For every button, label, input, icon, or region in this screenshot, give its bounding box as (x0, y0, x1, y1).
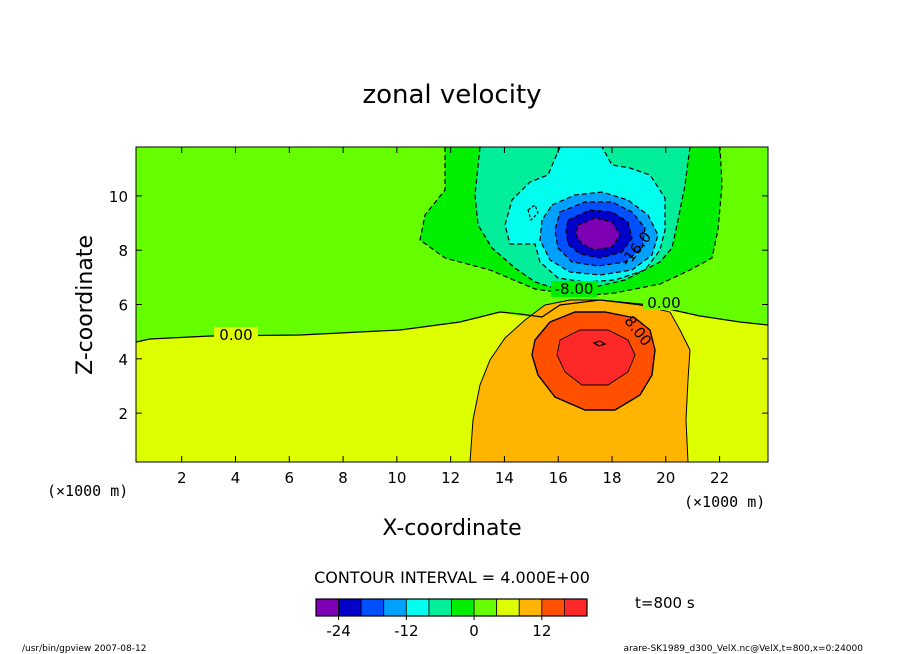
colorbar-swatch (360, 598, 385, 617)
colorbar-swatch (518, 598, 543, 617)
x-axis-title: X-coordinate (382, 516, 521, 541)
y-axis-ticks: 2 4 6 8 10 (109, 188, 768, 423)
y-tick-label: 8 (118, 242, 128, 260)
colorbar-swatch (564, 598, 588, 617)
x-unit-right: (×1000 m) (684, 493, 765, 511)
colorbar-swatch (541, 598, 565, 617)
x-unit-left: (×1000 m) (47, 482, 128, 500)
chart-title: zonal velocity (362, 80, 541, 110)
contour-interval-text: CONTOUR INTERVAL = 4.000E+00 (314, 568, 590, 587)
x-tick-label: 22 (710, 469, 729, 487)
contour-line-plus-16-small (592, 340, 607, 347)
colorbar-tick-label: 0 (469, 622, 479, 640)
contour-line-plus-12 (556, 329, 636, 386)
colorbar-swatch (428, 598, 452, 617)
footer-right: arare-SK1989_d300_VelX.nc@VelX,t=800,x=0… (624, 644, 864, 654)
time-label: t=800 s (635, 594, 695, 612)
contour-line-minus-28 (575, 217, 621, 251)
x-tick-label: 12 (441, 469, 460, 487)
x-axis-ticks: 2 4 6 8 10 12 14 16 18 20 22 (177, 147, 729, 487)
colorbar-swatch (405, 598, 430, 617)
colorbar-swatch (315, 598, 339, 617)
x-tick-label: 18 (602, 469, 621, 487)
colorbar-frame (315, 598, 588, 617)
x-tick-label: 20 (656, 469, 675, 487)
colorbar-tick-labels: -24 -12 0 12 (326, 616, 551, 640)
contour-label-zero-left: 0.00 (219, 326, 252, 344)
x-tick-label: 2 (177, 469, 187, 487)
colorbar-swatch (383, 598, 407, 617)
colorbar-swatch (496, 598, 520, 617)
contour-line-minus-16 (539, 191, 659, 276)
x-tick-label: 16 (549, 469, 568, 487)
y-axis-title: Z-coordinate (73, 235, 98, 375)
contour-line-minus-20 (554, 201, 646, 267)
y-tick-label: 2 (118, 405, 128, 423)
y-tick-label: 10 (109, 188, 128, 206)
colorbar-tick-label: -24 (326, 622, 351, 640)
colorbar-tick-label: 12 (532, 622, 551, 640)
colorbar-swatch (338, 598, 362, 617)
contour-plot: 0.00 -8.00 0.00 -16.0 8.00 (136, 147, 768, 462)
band-minus-28 (576, 218, 620, 250)
contour-line-minus-12-small (527, 204, 539, 222)
x-tick-label: 6 (285, 469, 295, 487)
band-positive-12 (557, 330, 635, 385)
y-tick-label: 6 (118, 297, 128, 315)
contour-label-minus-8: -8.00 (555, 280, 594, 298)
contour-line-minus-12 (504, 147, 666, 283)
contour-label-zero-right: 0.00 (647, 294, 680, 312)
x-tick-label: 4 (231, 469, 241, 487)
x-tick-label: 10 (387, 469, 406, 487)
contour-line-minus-24 (565, 209, 633, 259)
footer-left: /usr/bin/gpview 2007-08-12 (22, 644, 146, 654)
colorbar (315, 598, 588, 617)
colorbar-swatch (451, 598, 475, 617)
colorbar-tick-label: -12 (394, 622, 419, 640)
colorbar-swatch (473, 598, 498, 617)
x-tick-label: 8 (338, 469, 348, 487)
x-tick-label: 14 (495, 469, 514, 487)
contour-line-plus-4 (469, 299, 691, 462)
contour-line-plus-8 (531, 311, 656, 411)
y-tick-label: 4 (118, 351, 128, 369)
